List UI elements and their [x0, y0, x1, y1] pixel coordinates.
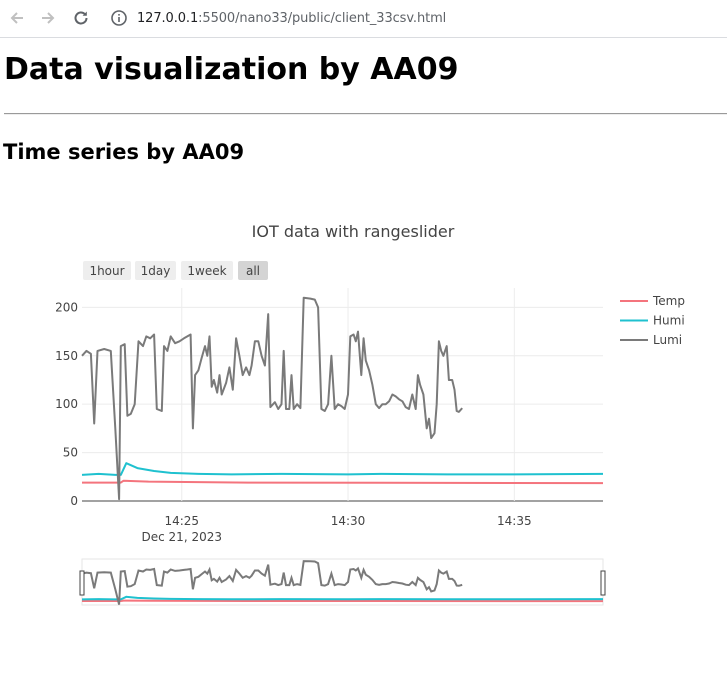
range-button-label: 1day [141, 264, 171, 278]
url-text: 127.0.0.1:5500/nano33/public/client_33cs… [137, 11, 446, 26]
rangeslider-line-temp [82, 599, 604, 603]
browser-toolbar: 127.0.0.1:5500/nano33/public/client_33cs… [0, 0, 727, 38]
rangeslider-line-lumi [81, 560, 463, 605]
range-button-1hour[interactable]: 1hour [83, 261, 131, 280]
legend-item-humi[interactable]: Humi [620, 314, 685, 328]
legend-item-lumi[interactable]: Lumi [620, 333, 682, 347]
range-button-all[interactable]: all [238, 261, 268, 280]
y-axis: 0 50 100 150 200 [55, 300, 78, 508]
back-arrow-icon [10, 12, 23, 24]
legend-label: Humi [653, 314, 685, 328]
address-bar[interactable]: 127.0.0.1:5500/nano33/public/client_33cs… [104, 3, 727, 33]
site-info-icon[interactable] [110, 9, 128, 27]
x-tick-date-label: Dec 21, 2023 [142, 530, 222, 544]
y-tick-label: 0 [70, 494, 78, 508]
section-title: Time series by AA09 [3, 140, 245, 164]
url-path: :5500/nano33/public/client_33csv.html [198, 10, 447, 26]
x-axis: 14:25 Dec 21, 2023 14:30 14:35 [142, 514, 532, 544]
legend-label: Temp [652, 294, 685, 308]
divider [4, 113, 727, 115]
forward-arrow-icon [42, 12, 55, 24]
range-button-bg [238, 261, 268, 280]
legend: Temp Humi Lumi [620, 294, 685, 347]
y-tick-label: 150 [55, 349, 78, 363]
range-button-bg [181, 261, 233, 280]
range-button-label: 1week [187, 264, 226, 278]
back-button[interactable] [5, 6, 29, 30]
forward-button[interactable] [36, 6, 60, 30]
legend-label: Lumi [653, 333, 682, 347]
y-tick-label: 200 [55, 300, 78, 314]
range-button-1week[interactable]: 1week [181, 261, 233, 280]
page-title: Data visualization by AA09 [4, 52, 459, 87]
reload-icon [74, 11, 88, 25]
chart-grid [82, 288, 603, 502]
reload-button[interactable] [69, 6, 93, 30]
series-line-temp[interactable] [82, 479, 604, 485]
chart-title: IOT data with rangeslider [252, 222, 455, 241]
url-host: 127.0.0.1 [137, 10, 199, 26]
x-tick-label: 14:35 [497, 514, 532, 528]
range-button-bg [135, 261, 176, 280]
legend-item-temp[interactable]: Temp [620, 294, 685, 308]
plot-area[interactable] [81, 296, 604, 501]
y-tick-label: 100 [55, 397, 78, 411]
x-tick-label: 14:25 [164, 514, 199, 528]
rangeslider-handle-right[interactable] [600, 570, 606, 596]
range-button-bg [83, 261, 131, 280]
range-button-label: all [246, 264, 260, 278]
x-tick-label: 14:30 [331, 514, 366, 528]
range-button-label: 1hour [89, 264, 124, 278]
rangeslider-handle-left[interactable] [79, 570, 85, 596]
range-button-1day[interactable]: 1day [135, 261, 176, 280]
range-selector: 1hour 1day 1week all [83, 261, 268, 280]
rangeslider[interactable] [79, 558, 606, 606]
series-line-humi[interactable] [81, 462, 604, 476]
series-line-lumi[interactable] [81, 296, 463, 501]
rangeslider-background [81, 558, 604, 606]
y-tick-label: 50 [63, 446, 78, 460]
